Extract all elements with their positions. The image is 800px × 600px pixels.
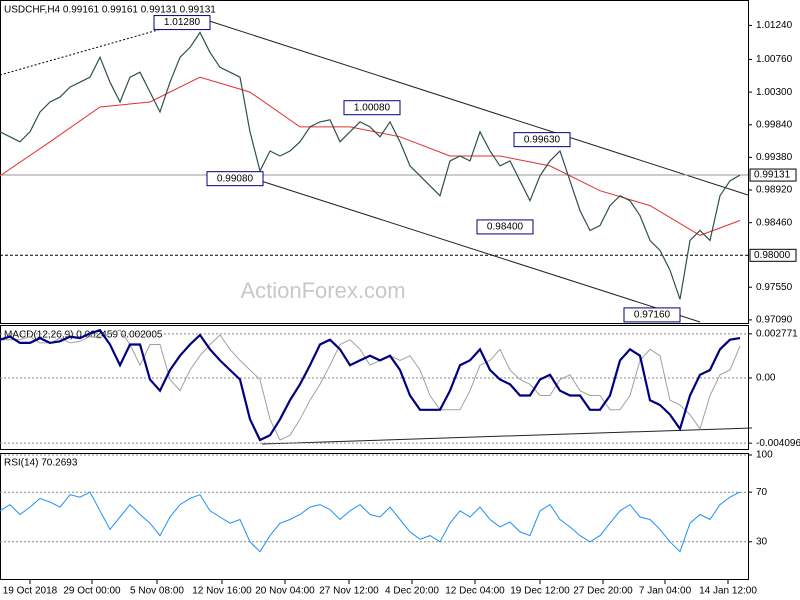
x-tick-label: 27 Nov 12:00 [319,586,379,597]
x-tick-label: 20 Nov 04:00 [255,586,315,597]
x-tick-label: 29 Oct 00:00 [63,586,121,597]
level-label: 0.98000 [754,250,791,261]
panel-title: USDCHF,H4 0.99161 0.99161 0.99131 0.9913… [4,5,216,16]
panel-frames [0,0,749,580]
annotation-label: 1.01280 [164,17,201,28]
x-tick-label: 12 Nov 16:00 [192,586,252,597]
y-tick-label: 0.97550 [756,282,793,293]
y-tick-label: 70 [756,487,768,498]
x-tick-label: 27 Dec 20:00 [573,586,633,597]
annotation-label: 0.98400 [487,222,524,233]
level-label: 0.99131 [754,170,791,181]
y-tick-label: -0.004096 [756,438,800,449]
y-tick-label: 1.00300 [756,87,793,98]
y-tick-label: 0.98920 [756,185,793,196]
y-tick-label: 30 [756,536,768,547]
x-tick-label: 14 Jan 12:00 [699,586,757,597]
y-tick-label: 0.97090 [756,315,793,326]
y-tick-label: 1.00760 [756,54,793,65]
y-tick-label: 100 [756,450,773,461]
series-line [0,491,741,553]
y-tick-label: 0.99840 [756,119,793,130]
annotation-box [206,171,264,187]
x-tick-label: 19 Oct 2018 [3,586,58,597]
annotation-label: 0.99630 [524,134,561,145]
rsi-frame [0,453,749,580]
annotation-box [343,100,401,116]
y-tick-label: 1.01240 [756,20,793,31]
overlay-line [0,329,741,441]
annotation-label: 0.97160 [634,310,671,321]
channel-top [199,17,749,196]
annotation-box [153,15,211,31]
y-tick-label: 0.00 [756,373,776,384]
series-line [0,328,741,442]
panel-title: MACD(12,26,9) 0.002459 0.002005 [4,330,163,341]
annotation-label: 1.00080 [354,102,391,113]
macd-support [261,427,753,445]
x-tick-label: 19 Dec 12:00 [510,586,570,597]
y-tick-label: 0.98460 [756,217,793,228]
annotation-box [623,307,681,323]
price-frame [0,0,749,324]
x-tick-label: 5 Nov 08:00 [130,586,184,597]
annotation-box [476,219,534,235]
annotation-box [513,132,571,148]
x-tick-label: 12 Dec 04:00 [445,586,505,597]
level-box [749,248,797,262]
channel-bottom [257,179,701,323]
x-tick-label: 7 Jan 04:00 [639,586,692,597]
y-tick-label: 0.99380 [756,152,793,163]
annotation-label: 0.99080 [217,173,254,184]
macd-frame [0,325,749,450]
y-tick-label: 0.002771 [756,328,798,339]
x-tick-label: 4 Dec 20:00 [385,586,439,597]
panel-title: RSI(14) 70.2693 [4,458,78,469]
series-line [0,31,741,300]
level-box [749,168,797,182]
watermark: ActionForex.com [240,278,405,303]
